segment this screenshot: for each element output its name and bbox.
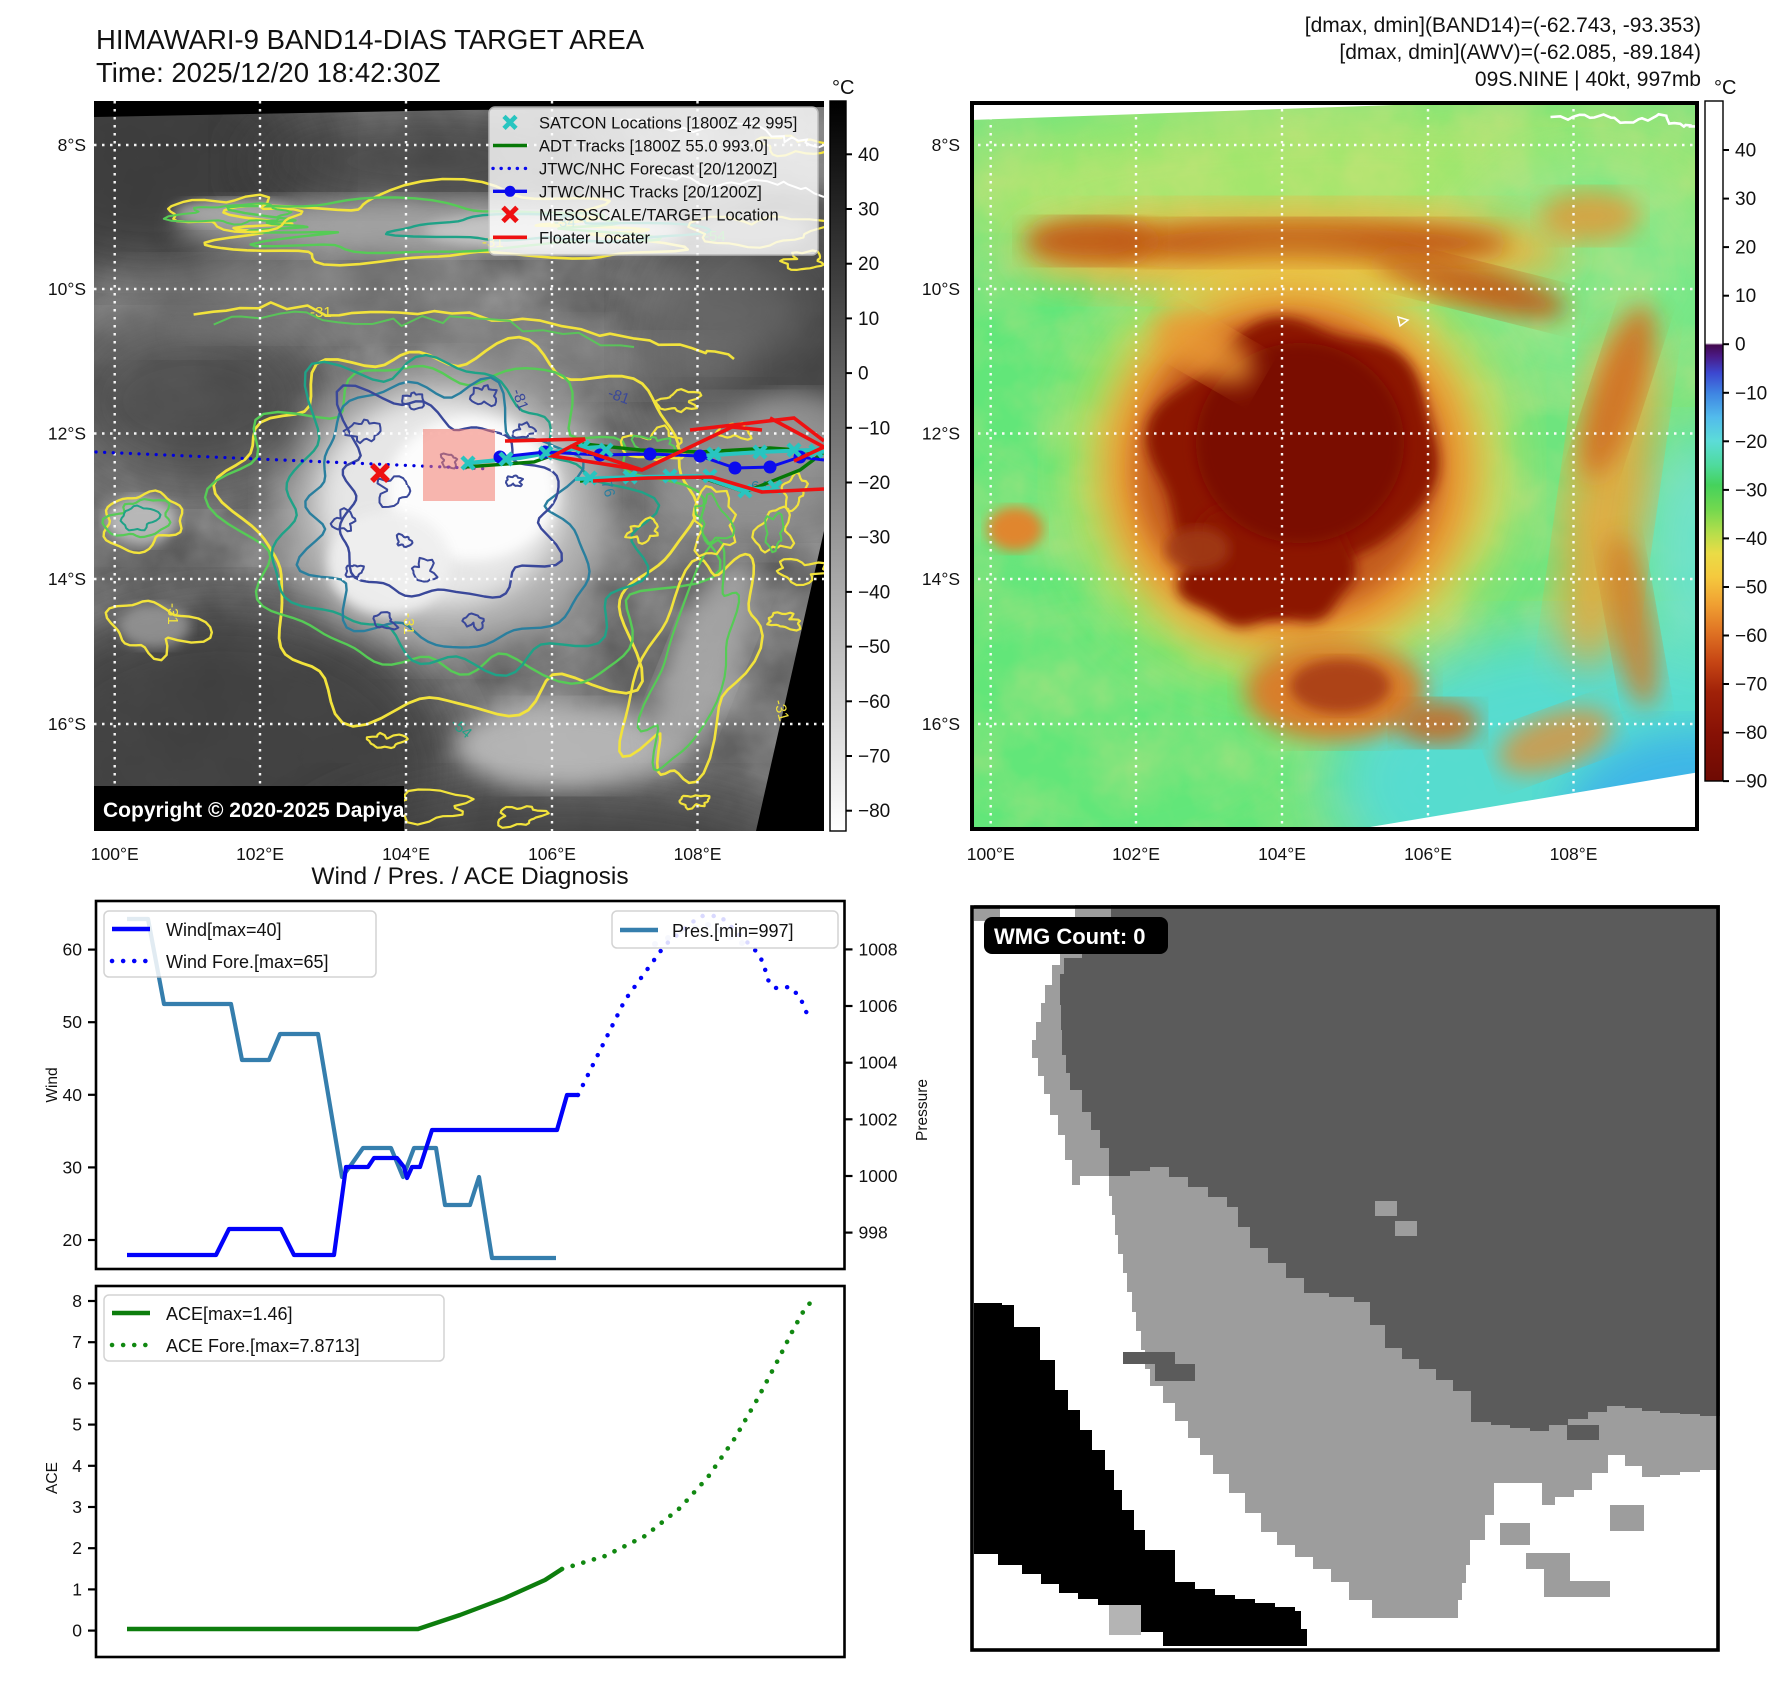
svg-text:1008: 1008: [859, 939, 898, 959]
svg-text:−10: −10: [858, 418, 890, 439]
svg-text:−40: −40: [858, 582, 890, 603]
svg-text:0: 0: [1735, 335, 1746, 356]
svg-text:−40: −40: [1735, 529, 1767, 550]
svg-text:-31: -31: [400, 613, 417, 635]
svg-text:10: 10: [858, 309, 879, 330]
svg-text:100°E: 100°E: [91, 844, 139, 864]
svg-text:1006: 1006: [859, 996, 898, 1016]
svg-text:[dmax, dmin](BAND14)=(-62.743,: [dmax, dmin](BAND14)=(-62.743, -93.353): [1305, 14, 1701, 37]
svg-text:3: 3: [72, 1497, 82, 1517]
svg-text:Wind Fore.[max=65]: Wind Fore.[max=65]: [166, 952, 329, 972]
svg-text:Wind: Wind: [44, 1067, 61, 1102]
svg-text:30: 30: [858, 200, 879, 221]
svg-text:°C: °C: [832, 77, 854, 99]
svg-text:30: 30: [1735, 189, 1756, 210]
svg-text:−80: −80: [1735, 723, 1767, 744]
svg-text:−30: −30: [858, 528, 890, 549]
svg-text:1002: 1002: [859, 1109, 898, 1129]
svg-text:−50: −50: [858, 637, 890, 658]
svg-text:ADT Tracks [1800Z 55.0 993.0]: ADT Tracks [1800Z 55.0 993.0]: [539, 138, 768, 156]
svg-text:10°S: 10°S: [48, 279, 86, 299]
svg-text:1000: 1000: [859, 1166, 898, 1186]
svg-text:20: 20: [858, 254, 879, 275]
svg-text:-31: -31: [770, 698, 792, 723]
svg-text:50: 50: [63, 1012, 83, 1032]
svg-text:40: 40: [1735, 141, 1756, 162]
svg-text:2: 2: [72, 1538, 82, 1558]
svg-text:10: 10: [1735, 286, 1756, 307]
svg-text:−20: −20: [1735, 432, 1767, 453]
svg-text:7: 7: [72, 1332, 82, 1352]
svg-text:JTWC/NHC Tracks [20/1200Z]: JTWC/NHC Tracks [20/1200Z]: [539, 183, 762, 201]
svg-text:14°S: 14°S: [922, 569, 960, 589]
svg-text:−70: −70: [1735, 675, 1767, 696]
svg-text:−20: −20: [858, 473, 890, 494]
svg-text:0: 0: [858, 364, 869, 385]
svg-text:-31: -31: [310, 304, 332, 321]
svg-text:°C: °C: [1714, 77, 1736, 99]
svg-text:−30: −30: [1735, 480, 1767, 501]
svg-text:ACE[max=1.46]: ACE[max=1.46]: [166, 1304, 293, 1324]
svg-text:30: 30: [63, 1157, 83, 1177]
svg-text:ACE: ACE: [44, 1462, 61, 1494]
svg-text:0: 0: [72, 1621, 82, 1641]
svg-text:10°S: 10°S: [922, 279, 960, 299]
svg-text:104°E: 104°E: [1258, 844, 1306, 864]
svg-text:ACE Fore.[max=7.8713]: ACE Fore.[max=7.8713]: [166, 1336, 360, 1356]
svg-text:106°E: 106°E: [1404, 844, 1452, 864]
svg-text:−10: −10: [1735, 383, 1767, 404]
svg-text:8°S: 8°S: [58, 135, 86, 155]
svg-text:HIMAWARI-9 BAND14-DIAS TARGET: HIMAWARI-9 BAND14-DIAS TARGET AREA: [96, 24, 645, 55]
svg-text:[dmax, dmin](AWV)=(-62.085, -8: [dmax, dmin](AWV)=(-62.085, -89.184): [1339, 41, 1701, 64]
svg-text:108°E: 108°E: [674, 844, 722, 864]
svg-text:−60: −60: [858, 692, 890, 713]
svg-text:Time: 2025/12/20 18:42:30Z: Time: 2025/12/20 18:42:30Z: [96, 57, 441, 88]
svg-text:MESOSCALE/TARGET Location: MESOSCALE/TARGET Location: [539, 206, 779, 224]
svg-text:-81: -81: [508, 387, 531, 413]
svg-text:−80: −80: [858, 801, 890, 822]
svg-text:5: 5: [72, 1415, 82, 1435]
svg-text:12°S: 12°S: [922, 424, 960, 444]
svg-text:4: 4: [72, 1456, 82, 1476]
svg-text:SATCON Locations [1800Z 42 995: SATCON Locations [1800Z 42 995]: [539, 114, 797, 132]
svg-text:102°E: 102°E: [1112, 844, 1160, 864]
svg-text:60: 60: [63, 940, 83, 960]
svg-text:Floater Locater: Floater Locater: [539, 229, 650, 247]
svg-text:20: 20: [63, 1230, 83, 1250]
svg-text:JTWC/NHC Forecast [20/1200Z]: JTWC/NHC Forecast [20/1200Z]: [539, 160, 777, 178]
svg-text:WMG Count: 0: WMG Count: 0: [994, 924, 1146, 949]
svg-text:−50: −50: [1735, 578, 1767, 599]
svg-text:1: 1: [72, 1579, 82, 1599]
svg-text:-31: -31: [164, 603, 181, 625]
svg-text:Copyright © 2020-2025 Dapiya: Copyright © 2020-2025 Dapiya: [103, 799, 405, 822]
svg-text:−90: −90: [1735, 772, 1767, 793]
svg-text:16°S: 16°S: [922, 714, 960, 734]
svg-text:09S.NINE | 40kt, 997mb: 09S.NINE | 40kt, 997mb: [1475, 68, 1701, 91]
svg-text:Pressure: Pressure: [914, 1079, 931, 1141]
svg-text:Wind / Pres. / ACE Diagnosis: Wind / Pres. / ACE Diagnosis: [311, 863, 628, 890]
svg-text:102°E: 102°E: [236, 844, 284, 864]
svg-text:40: 40: [858, 145, 879, 166]
svg-text:8°S: 8°S: [932, 135, 960, 155]
svg-text:−60: −60: [1735, 626, 1767, 647]
svg-text:6: 6: [72, 1373, 82, 1393]
svg-text:Wind[max=40]: Wind[max=40]: [166, 920, 282, 940]
svg-text:998: 998: [859, 1223, 888, 1243]
svg-text:12°S: 12°S: [48, 424, 86, 444]
svg-text:-81: -81: [606, 385, 632, 408]
svg-text:8: 8: [72, 1291, 82, 1311]
svg-text:108°E: 108°E: [1550, 844, 1598, 864]
svg-text:20: 20: [1735, 238, 1756, 259]
svg-text:40: 40: [63, 1085, 83, 1105]
svg-text:1004: 1004: [859, 1053, 898, 1073]
svg-text:16°S: 16°S: [48, 714, 86, 734]
svg-text:−70: −70: [858, 747, 890, 768]
svg-text:106°E: 106°E: [528, 844, 576, 864]
svg-text:104°E: 104°E: [382, 844, 430, 864]
svg-text:Pres.[min=997]: Pres.[min=997]: [672, 921, 794, 941]
svg-text:14°S: 14°S: [48, 569, 86, 589]
svg-text:100°E: 100°E: [967, 844, 1015, 864]
